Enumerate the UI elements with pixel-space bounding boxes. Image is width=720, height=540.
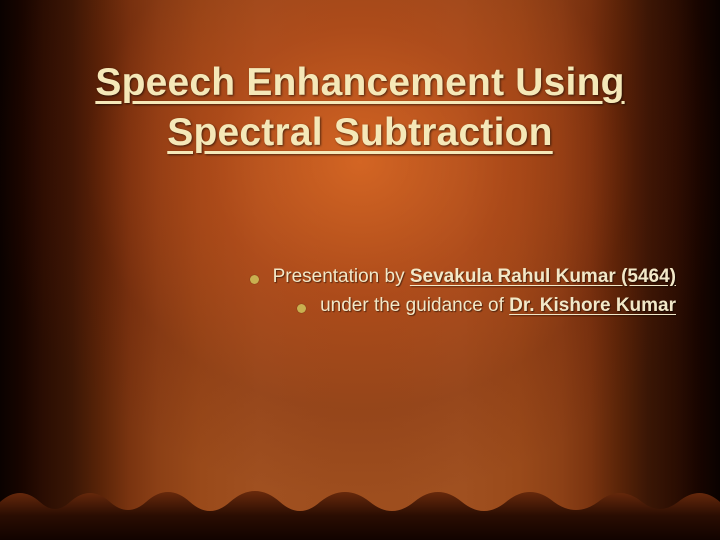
title-line-2: Spectral Subtraction (167, 111, 552, 154)
title-line-1: Speech Enhancement Using (95, 61, 624, 104)
body-text-2: under the guidance of Dr. Kishore Kumar (320, 291, 676, 320)
curtain-hem (0, 480, 720, 540)
line1-prefix: Presentation by (273, 266, 410, 287)
bullet-icon (250, 275, 259, 284)
body-line-1: Presentation by Sevakula Rahul Kumar (54… (250, 262, 676, 291)
slide-stage: Speech Enhancement Using Spectral Subtra… (0, 0, 720, 540)
line2-prefix: under the guidance of (320, 295, 509, 316)
body-line-2: under the guidance of Dr. Kishore Kumar (250, 291, 676, 320)
slide-body: Presentation by Sevakula Rahul Kumar (54… (250, 262, 676, 321)
body-text-1: Presentation by Sevakula Rahul Kumar (54… (273, 262, 676, 291)
bullet-icon (297, 304, 306, 313)
presenter-name: Sevakula Rahul Kumar (5464) (410, 266, 676, 287)
slide-title: Speech Enhancement Using Spectral Subtra… (0, 58, 720, 158)
guide-name: Dr. Kishore Kumar (509, 295, 676, 316)
